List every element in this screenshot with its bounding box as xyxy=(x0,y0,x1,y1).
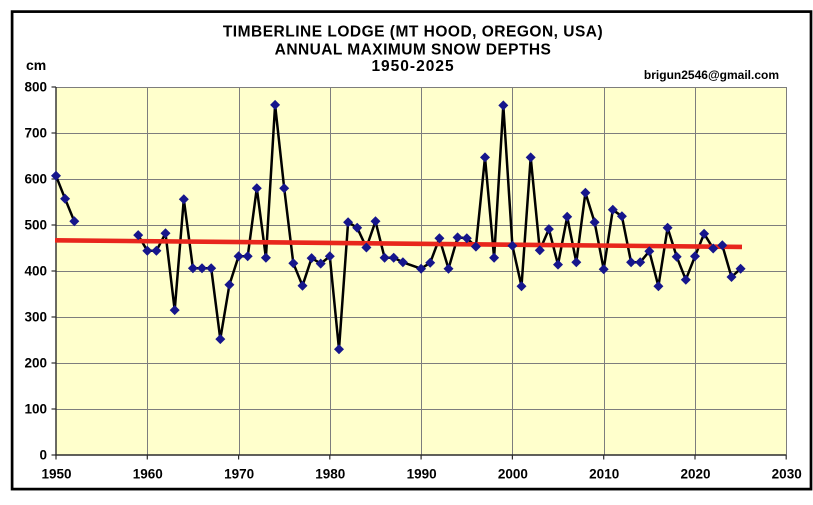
svg-text:1970: 1970 xyxy=(224,467,254,482)
svg-text:ANNUAL MAXIMUM SNOW DEPTHS: ANNUAL MAXIMUM SNOW DEPTHS xyxy=(275,42,552,59)
svg-text:TIMBERLINE LODGE (MT HOOD, ORE: TIMBERLINE LODGE (MT HOOD, OREGON, USA) xyxy=(223,24,603,41)
svg-text:2020: 2020 xyxy=(680,467,710,482)
svg-text:1950: 1950 xyxy=(41,467,71,482)
svg-text:1960: 1960 xyxy=(133,467,163,482)
svg-text:1950-2025: 1950-2025 xyxy=(371,58,454,75)
svg-text:brigun2546@gmail.com: brigun2546@gmail.com xyxy=(644,68,779,82)
svg-text:500: 500 xyxy=(24,218,47,233)
svg-text:300: 300 xyxy=(24,310,47,325)
svg-text:2010: 2010 xyxy=(589,467,619,482)
svg-text:1980: 1980 xyxy=(315,467,345,482)
svg-text:400: 400 xyxy=(24,264,47,279)
svg-text:2030: 2030 xyxy=(772,467,802,482)
svg-text:800: 800 xyxy=(24,80,47,95)
svg-text:1990: 1990 xyxy=(407,467,437,482)
svg-text:700: 700 xyxy=(24,126,47,141)
svg-text:600: 600 xyxy=(24,172,47,187)
svg-text:cm: cm xyxy=(26,57,46,73)
svg-text:100: 100 xyxy=(24,402,47,417)
svg-text:200: 200 xyxy=(24,356,47,371)
svg-text:0: 0 xyxy=(39,448,47,463)
svg-text:2000: 2000 xyxy=(498,467,528,482)
